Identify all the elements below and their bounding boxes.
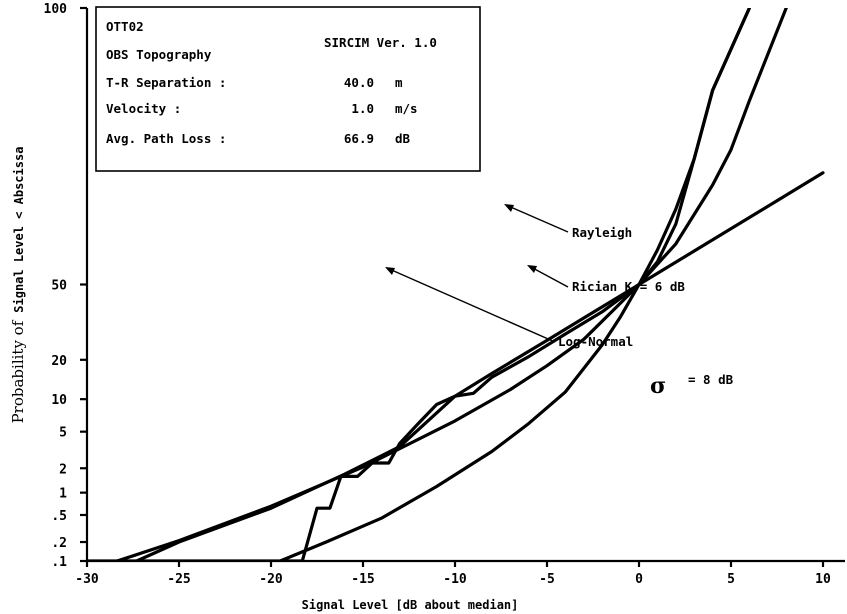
x-tick-label: -30 [75,572,99,587]
y-tick-label: 2 [59,462,67,477]
x-tick-label: 0 [635,572,643,587]
info-row-label: Velocity : [106,101,181,116]
info-row-value: 40.0 [344,75,374,90]
y-tick-label: 1 [59,487,67,502]
y-tick-label: 50 [51,279,67,294]
info-row-unit: dB [395,131,411,146]
info-id: OTT02 [106,19,144,34]
lognormal-arrowhead [385,267,395,275]
x-axis-label: Signal Level [dB about median] [302,598,519,612]
info-row-unit: m [395,75,403,90]
y-tick-label: 10 [51,393,67,408]
curves-layer [87,8,825,561]
info-row-label: T-R Separation : [106,75,226,90]
y-axis-label-part1: Probability of [9,319,27,423]
rayleigh-leader-line [505,204,569,233]
y-axis-label: Probability of Signal Level < Abscissa [9,147,27,424]
x-tick-label: -5 [539,572,555,587]
sigma-symbol: σ [650,373,666,399]
rician-arrowhead [527,265,537,273]
y-tick-label: 100 [44,2,68,17]
x-tick-label: -20 [259,572,283,587]
info-box-frame [95,6,481,172]
y-tick-label: .1 [51,555,67,570]
rayleigh-arrowhead [504,204,514,212]
y-ticks: 100 50 20 10 5 2 1 .5 .2 .1 [44,2,87,570]
annotations: Rayleigh Rician K = 6 dB Log-Normal σ = … [385,204,734,399]
y-tick-label: 5 [59,426,67,441]
info-row-value: 1.0 [351,101,374,116]
measured-curve [87,8,751,561]
x-tick-label: 10 [815,572,831,587]
info-row-unit: m/s [395,101,418,116]
lognormal-curve [135,171,825,561]
x-ticks: -30 -25 -20 -15 -10 -5 0 5 10 [75,561,831,587]
x-tick-label: -15 [351,572,374,587]
info-topography: OBS Topography [106,47,212,62]
info-row-value: 66.9 [344,131,374,146]
rician-label: Rician K = 6 dB [572,279,685,294]
x-tick-label: -25 [167,572,190,587]
info-version: SIRCIM Ver. 1.0 [324,35,437,50]
y-tick-label: 20 [51,354,67,369]
info-row-label: Avg. Path Loss : [106,131,226,146]
y-tick-label: .5 [51,509,67,524]
sigma-value: = 8 dB [688,372,734,387]
x-tick-label: -10 [443,572,467,587]
info-box: OTT02 OBS Topography SIRCIM Ver. 1.0 T-R… [95,6,481,172]
y-axis-label-part2: Signal Level < Abscissa [12,147,26,313]
x-tick-label: 5 [727,572,735,587]
lognormal-leader-line [386,267,556,343]
rayleigh-label: Rayleigh [572,225,632,240]
lognormal-label: Log-Normal [558,334,633,349]
y-tick-label: .2 [51,536,67,551]
